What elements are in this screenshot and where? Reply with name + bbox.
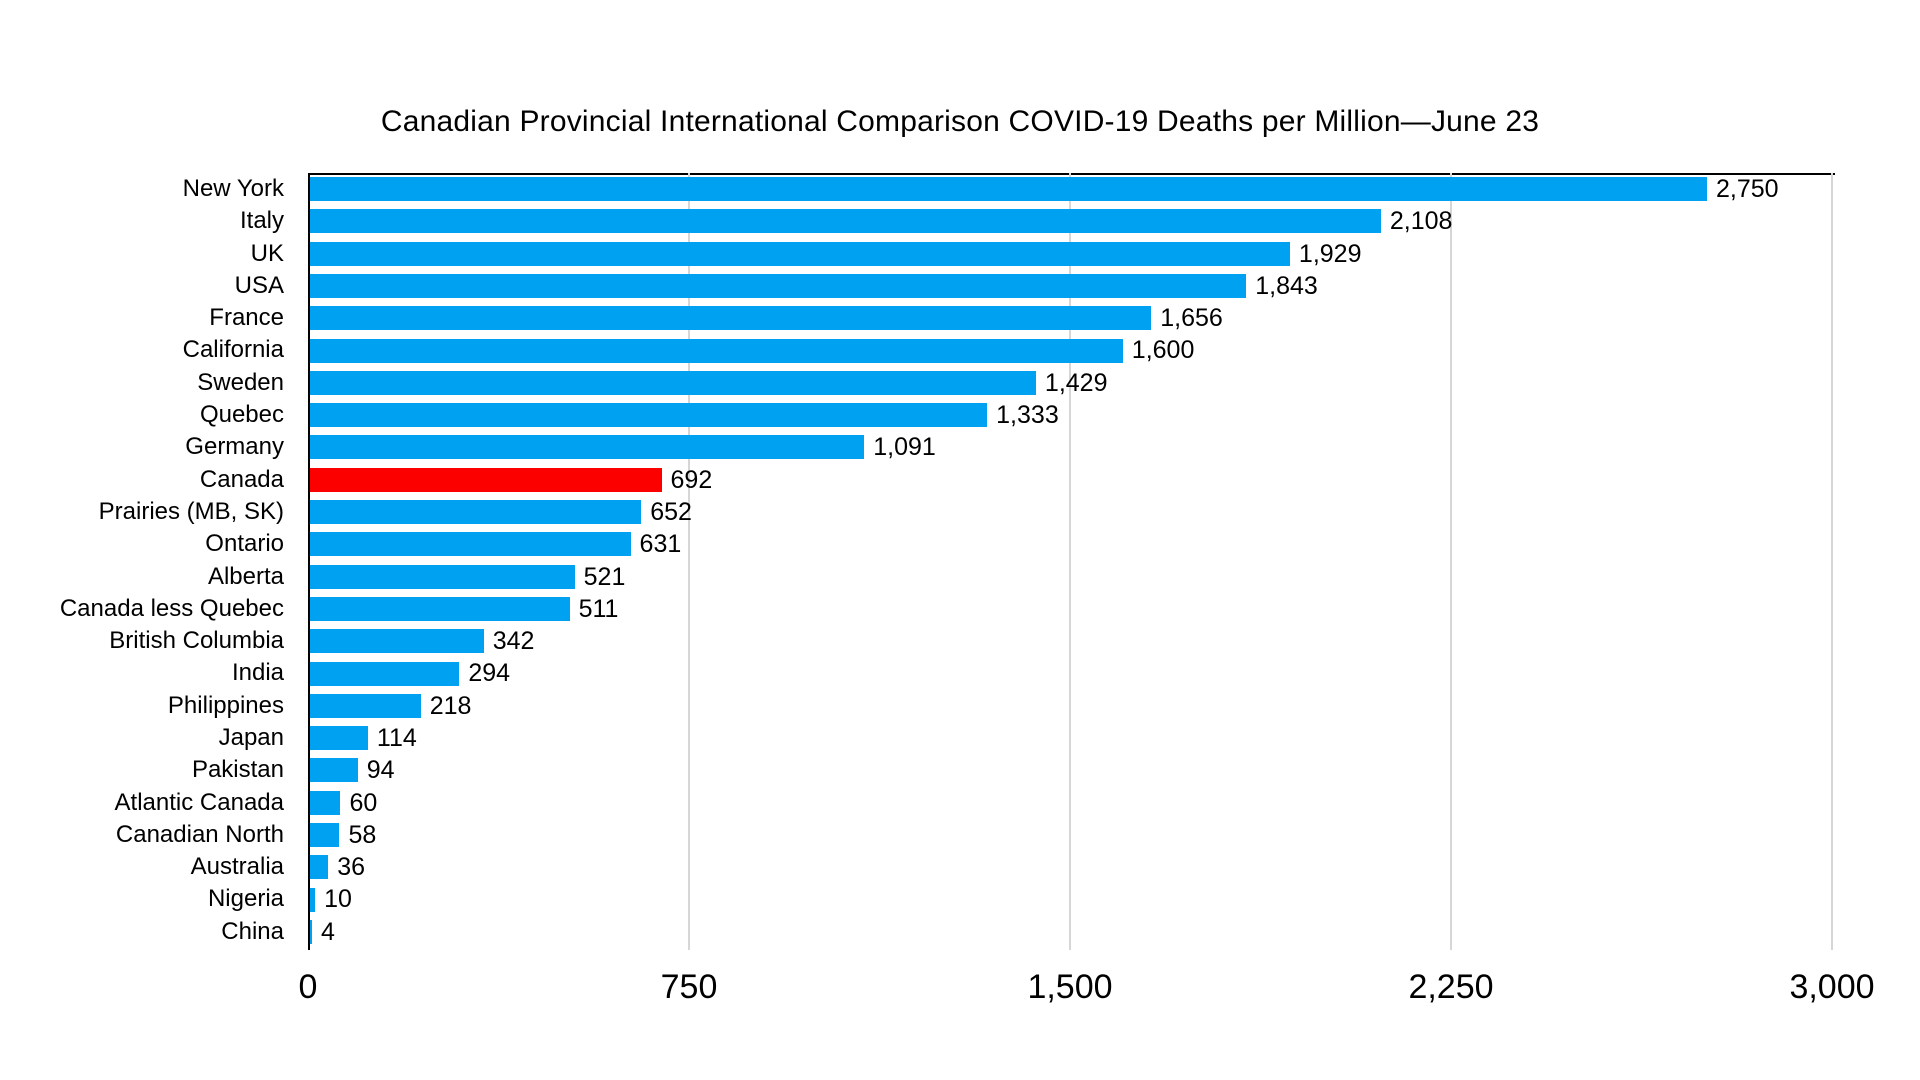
- bar-value-label: 652: [650, 497, 692, 526]
- category-label: Germany: [185, 433, 284, 461]
- category-label: USA: [234, 271, 284, 299]
- bar-australia: [310, 855, 329, 880]
- bar-india: [310, 661, 460, 686]
- gridline-x-2250: [1450, 173, 1452, 950]
- category-label: Canadian North: [115, 820, 284, 848]
- bar-italy: [310, 209, 1381, 234]
- category-label: India: [231, 659, 284, 687]
- bar-canadian-north: [310, 822, 340, 847]
- bar-value-label: 2,750: [1716, 175, 1779, 203]
- x-axis-labels: 0 750 1,500 2,250 3,000: [0, 966, 1920, 1010]
- bar-value-label: 1,929: [1298, 239, 1362, 268]
- category-label: Pakistan: [191, 756, 284, 784]
- category-label: Prairies (MB, SK): [98, 497, 284, 525]
- bar-new-york: [310, 177, 1707, 202]
- bar-value-label: 692: [670, 465, 713, 494]
- category-label: UK: [250, 239, 284, 267]
- category-label: Canada: [199, 465, 284, 493]
- bar-value-label: 58: [348, 820, 377, 849]
- bar-value-label: 218: [429, 691, 472, 720]
- category-axis-labels: New York Italy UK USA France California Sweden…: [0, 173, 296, 948]
- bar-pakistan: [310, 758, 358, 783]
- bar-value-label: 2,108: [1389, 207, 1453, 236]
- bar-value-label: 1,333: [996, 401, 1059, 430]
- bar-usa: [310, 274, 1247, 299]
- gridline-x-1500: [1069, 173, 1071, 950]
- category-label: New York: [182, 175, 284, 202]
- category-label: Quebec: [199, 401, 284, 429]
- bar-value-label: 94: [366, 756, 395, 785]
- category-label: China: [221, 917, 284, 945]
- bar-value-label: 1,600: [1131, 336, 1195, 365]
- bar-china: [310, 919, 313, 944]
- bar-value-label: 1,656: [1160, 304, 1223, 333]
- bar-germany: [310, 435, 865, 460]
- bar-ontario: [310, 532, 631, 557]
- bar-value-label: 342: [492, 627, 535, 656]
- category-label: Italy: [239, 207, 284, 235]
- bar-atlantic-canada: [310, 790, 341, 815]
- bar-philippines: [310, 693, 421, 718]
- bar-canada: [310, 467, 662, 492]
- category-label: Alberta: [207, 562, 284, 590]
- bar-france: [310, 306, 1152, 331]
- bar-value-label: 294: [468, 659, 511, 688]
- bar-value-label: 36: [337, 853, 366, 882]
- bar-prairies-mb-sk-: [310, 500, 642, 525]
- bar-value-label: 521: [583, 562, 626, 591]
- bar-california: [310, 338, 1123, 363]
- bar-value-label: 1,429: [1044, 368, 1108, 397]
- bar-value-label: 114: [376, 723, 417, 752]
- bar-value-label: 4: [321, 917, 335, 946]
- gridline-x-750: [688, 173, 690, 950]
- bar-alberta: [310, 564, 575, 589]
- category-label: France: [209, 304, 284, 332]
- bar-value-label: 1,091: [873, 433, 936, 462]
- bar-uk: [310, 241, 1290, 266]
- category-label: Australia: [190, 853, 284, 881]
- category-label: Canada less Quebec: [59, 594, 284, 622]
- category-label: Ontario: [205, 530, 284, 558]
- bar-quebec: [310, 403, 988, 428]
- chart-title: Canadian Provincial International Compar…: [380, 105, 1540, 138]
- category-label: Atlantic Canada: [114, 788, 284, 816]
- category-label: Nigeria: [207, 885, 284, 913]
- bar-sweden: [310, 370, 1036, 395]
- category-label: British Columbia: [109, 627, 284, 655]
- x-tick-label-1500: 1,500: [1027, 968, 1113, 1006]
- plot-top-border: [308, 173, 1835, 175]
- bar-value-label: 1,843: [1255, 271, 1318, 300]
- x-tick-label-0: 0: [298, 968, 318, 1006]
- bar-value-label: 511: [578, 594, 619, 623]
- x-tick-label-2250: 2,250: [1408, 968, 1494, 1006]
- bar-value-label: 10: [324, 885, 352, 914]
- gridline-x-3000: [1831, 173, 1833, 950]
- bar-value-label: 60: [349, 788, 378, 817]
- bar-japan: [310, 726, 368, 751]
- category-label: Japan: [218, 723, 284, 751]
- y-axis-line: [308, 173, 310, 950]
- bar-canada-less-quebec: [310, 596, 570, 621]
- bars-layer: 2,750 2,108 1,929 1,843 1,656 1,600 1,429 1,333…: [310, 173, 1910, 948]
- x-tick-label-3000: 3,000: [1789, 968, 1875, 1006]
- category-label: Sweden: [197, 368, 284, 396]
- bar-british-columbia: [310, 629, 484, 654]
- bar-nigeria: [310, 887, 316, 912]
- x-tick-label-750: 750: [660, 968, 718, 1006]
- bar-value-label: 631: [639, 530, 682, 559]
- category-label: Philippines: [167, 691, 284, 719]
- category-label: California: [182, 336, 284, 364]
